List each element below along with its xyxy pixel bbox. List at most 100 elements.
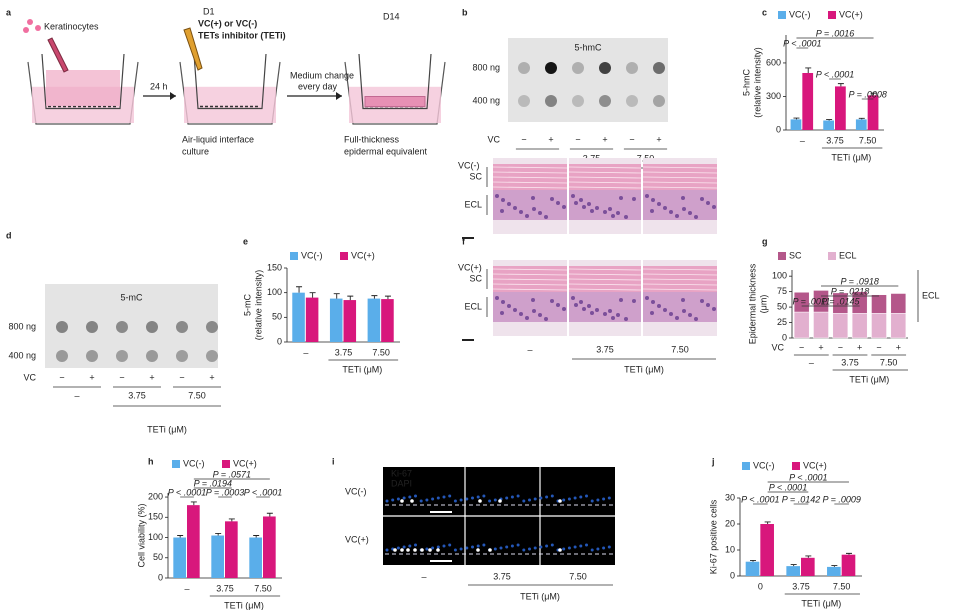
cell-icon (35, 25, 41, 31)
group-label: 3.75 (841, 357, 859, 367)
sc-streak (568, 288, 642, 291)
sc-streak (568, 166, 642, 169)
nucleus (525, 214, 529, 218)
dot (599, 95, 611, 107)
legend-label: VC(+) (351, 250, 375, 260)
dapi-nucleus (436, 545, 440, 549)
sc-streak (642, 166, 718, 169)
error-bar (253, 535, 260, 538)
nucleus (706, 303, 710, 307)
dapi-nucleus (385, 499, 389, 503)
dapi-nucleus (602, 546, 606, 550)
x-axis-label: TETi (μM) (342, 364, 382, 374)
sc-streak (642, 186, 718, 189)
y-axis-label: 5-mC (242, 294, 252, 316)
nucleus (531, 196, 535, 200)
ki67-cell (428, 548, 432, 552)
nucleus (513, 206, 517, 210)
sc-streak (642, 176, 718, 179)
vc-sign: − (179, 372, 184, 382)
x-tick-label: – (303, 347, 308, 357)
p-value: P = .0194 (194, 478, 232, 488)
p-value: P = .0011 (792, 296, 830, 306)
nucleus (632, 197, 636, 201)
dot (86, 350, 98, 362)
dapi-nucleus (465, 497, 469, 501)
p-value: P = .0145 (821, 296, 860, 306)
label: D14 (383, 11, 400, 21)
bar (225, 521, 238, 578)
dapi-nucleus (590, 499, 594, 503)
bar (249, 537, 262, 578)
nucleus (571, 194, 575, 198)
dapi-nucleus (567, 497, 571, 501)
y-tick-label: 10 (725, 544, 735, 554)
dapi-nucleus (493, 547, 497, 551)
label: 24 h (150, 81, 168, 91)
nucleus (544, 215, 548, 219)
dapi-nucleus (562, 498, 566, 502)
y-axis-label: Cell viability (%) (136, 503, 146, 567)
group-label: – (74, 390, 79, 400)
bracket-label: ECL (922, 290, 940, 300)
row-label: VC(+) (458, 262, 482, 272)
bar-segment (832, 292, 849, 314)
nucleus (706, 201, 710, 205)
dapi-nucleus (414, 543, 417, 547)
bar (801, 557, 815, 576)
dapi-nucleus (459, 547, 463, 551)
sc-streak (492, 273, 568, 276)
bar (381, 299, 394, 342)
error-bar (764, 521, 771, 524)
dapi-nucleus (419, 499, 423, 503)
vc-sign: − (629, 134, 634, 144)
panel-letter: b (462, 7, 468, 17)
pipette (47, 37, 69, 73)
nucleus (712, 205, 716, 209)
dapi-nucleus (550, 494, 554, 498)
legend-label: VC(+) (233, 458, 257, 468)
dapi-nucleus (385, 548, 389, 552)
dot (206, 350, 218, 362)
sc-streak (568, 268, 642, 271)
error-bar (845, 552, 852, 555)
nucleus (501, 198, 505, 202)
ki67-cell (488, 548, 492, 552)
layer-label: ECL (464, 301, 482, 311)
nucleus (532, 309, 536, 313)
row-label: 400 ng (8, 350, 36, 360)
row-label: VC(+) (345, 534, 369, 544)
vc-sign: + (89, 372, 94, 382)
arrowhead (336, 92, 342, 100)
panel-letter: j (711, 456, 715, 466)
sc-streak (492, 186, 568, 189)
vc-sign: + (602, 134, 607, 144)
nucleus (538, 211, 542, 215)
dot (86, 321, 98, 333)
x-tick-label: 3.75 (335, 347, 353, 357)
y-tick-label: 150 (148, 512, 163, 522)
dapi-nucleus (431, 546, 435, 550)
sc-streak (492, 268, 568, 271)
dapi-nucleus (510, 544, 514, 548)
nucleus (507, 304, 511, 308)
panel-letter: f (462, 236, 466, 246)
group-label: – (421, 571, 426, 581)
bar (835, 86, 846, 130)
bar-segment (851, 291, 868, 314)
bar-segment (793, 311, 810, 339)
bar-segment (813, 311, 829, 339)
error-bar (837, 83, 844, 87)
x-axis-label: TETi (μM) (147, 424, 187, 434)
label: Air-liquid interface (182, 134, 254, 144)
nucleus (603, 312, 607, 316)
x-tick-label: 0 (758, 581, 763, 591)
label: Keratinocytes (44, 21, 99, 31)
p-value: P = .0016 (816, 28, 854, 38)
dapi-nucleus (453, 548, 457, 552)
nucleus (657, 304, 661, 308)
error-bar (309, 292, 316, 298)
membrane (508, 38, 668, 122)
panel-letter: d (6, 230, 12, 240)
